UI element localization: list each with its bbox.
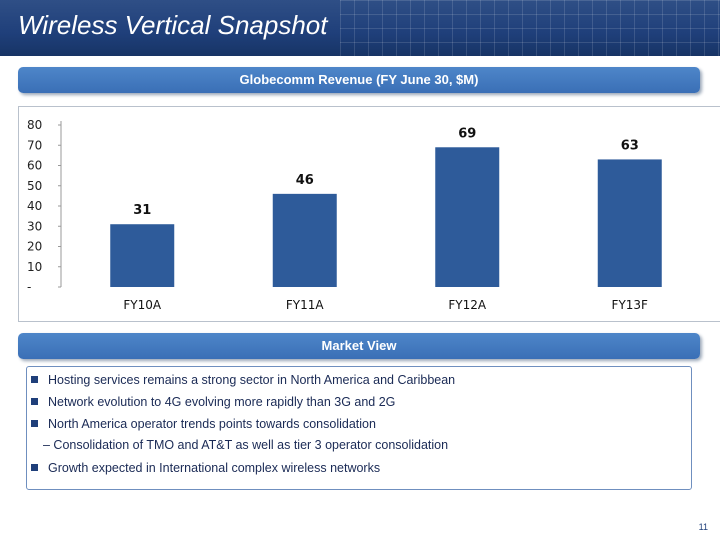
bullet-square-icon bbox=[31, 420, 38, 427]
y-tick-label: 40 bbox=[27, 199, 42, 213]
y-tick-label: 70 bbox=[27, 138, 42, 152]
bullet-item: Hosting services remains a strong sector… bbox=[31, 373, 455, 387]
market-view-box: Hosting services remains a strong sector… bbox=[26, 366, 692, 490]
bullet-item: Network evolution to 4G evolving more ra… bbox=[31, 395, 395, 409]
bullet-text: Growth expected in International complex… bbox=[48, 461, 381, 475]
revenue-chart: - 10 20 30 40 50 60 70 80 31 FY10A 46 FY11A 69 FY12A 63… bbox=[18, 106, 720, 322]
x-tick-label: FY10A bbox=[123, 298, 162, 312]
header-grid-pattern bbox=[340, 0, 720, 56]
bullet-item: Growth expected in International complex… bbox=[31, 461, 380, 475]
x-tick-label: FY12A bbox=[448, 298, 487, 312]
y-tick-label: 60 bbox=[27, 159, 42, 173]
x-tick-label: FY13F bbox=[612, 298, 649, 312]
data-label: 63 bbox=[621, 138, 639, 153]
bullet-text: Hosting services remains a strong sector… bbox=[48, 373, 456, 387]
header-band: Wireless Vertical Snapshot bbox=[0, 0, 720, 56]
data-label: 46 bbox=[296, 173, 314, 188]
y-tick-label: 20 bbox=[27, 240, 42, 254]
slide-title: Wireless Vertical Snapshot bbox=[18, 10, 328, 40]
bar bbox=[597, 159, 662, 287]
x-tick-label: FY11A bbox=[286, 298, 325, 312]
bar bbox=[272, 193, 337, 287]
revenue-section-heading: Globecomm Revenue (FY June 30, $M) bbox=[18, 67, 700, 93]
data-label: 31 bbox=[133, 203, 151, 218]
bullet-text: Network evolution to 4G evolving more ra… bbox=[48, 395, 396, 409]
bar bbox=[435, 147, 500, 287]
sub-bullet-text: – Consolidation of TMO and AT&T as well … bbox=[43, 438, 449, 452]
bullet-item: North America operator trends points tow… bbox=[31, 417, 376, 431]
y-tick-label: 10 bbox=[27, 260, 42, 274]
bar bbox=[110, 224, 175, 287]
y-tick-label: 50 bbox=[27, 179, 42, 193]
bullet-square-icon bbox=[31, 376, 38, 383]
y-tick-label: - bbox=[27, 280, 31, 294]
y-tick-label: 30 bbox=[27, 219, 42, 233]
bullet-square-icon bbox=[31, 398, 38, 405]
data-label: 69 bbox=[458, 126, 476, 141]
page-number: 11 bbox=[698, 522, 708, 532]
bullet-text: North America operator trends points tow… bbox=[48, 417, 376, 431]
revenue-bar-chart: - 10 20 30 40 50 60 70 80 31 FY10A 46 FY11A 69 FY12A 63… bbox=[27, 118, 662, 312]
market-view-heading: Market View bbox=[18, 333, 700, 359]
bullet-square-icon bbox=[31, 464, 38, 471]
y-tick-label: 80 bbox=[27, 118, 42, 132]
